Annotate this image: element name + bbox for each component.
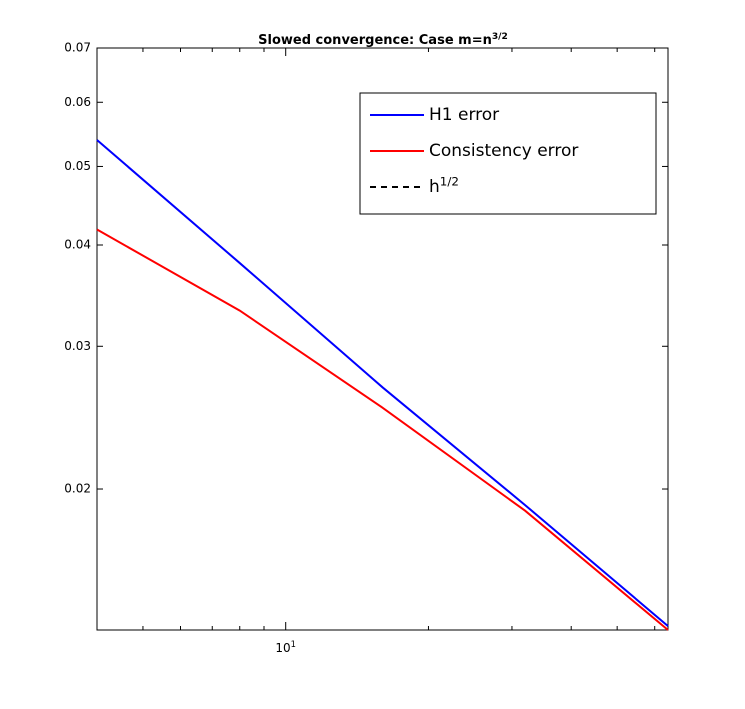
y-tick-label: 0.06: [64, 95, 91, 109]
chart-title: Slowed convergence: Case m=n3/2: [258, 31, 508, 47]
legend-label: Consistency error: [429, 141, 578, 161]
y-tick-label: 0.05: [64, 159, 91, 173]
legend-label: H1 error: [429, 105, 499, 125]
y-tick-label: 0.07: [64, 41, 91, 55]
series-line: [96, 139, 669, 627]
y-tick-label: 0.02: [64, 482, 91, 496]
legend-box: [359, 92, 657, 215]
legend-label: h1/2: [429, 174, 459, 197]
x-tick-label: 101: [275, 639, 296, 655]
series-line: [96, 228, 669, 631]
y-tick-label: 0.03: [64, 339, 91, 353]
y-tick-label: 0.04: [64, 238, 91, 252]
